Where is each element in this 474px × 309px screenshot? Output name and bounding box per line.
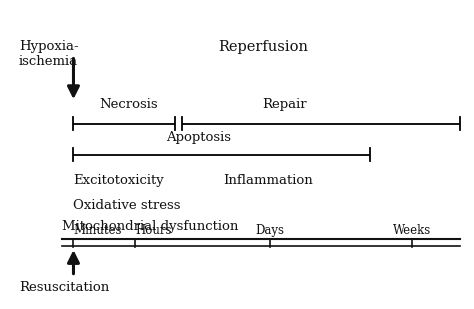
Text: Hypoxia-
ischemia: Hypoxia- ischemia [19,40,79,68]
Text: Inflammation: Inflammation [223,174,312,187]
Text: Minutes: Minutes [73,224,122,237]
Text: Resuscitation: Resuscitation [19,281,109,294]
Text: Apoptosis: Apoptosis [166,131,231,144]
Text: Hours: Hours [135,224,172,237]
Text: Oxidative stress: Oxidative stress [73,199,181,212]
Text: Weeks: Weeks [393,224,431,237]
Text: Reperfusion: Reperfusion [218,40,308,54]
Text: Mitochondrial dysfunction: Mitochondrial dysfunction [62,220,238,233]
Text: Days: Days [255,224,285,237]
Text: Necrosis: Necrosis [100,98,158,111]
Text: Excitotoxicity: Excitotoxicity [73,174,164,187]
Text: Repair: Repair [262,98,307,111]
